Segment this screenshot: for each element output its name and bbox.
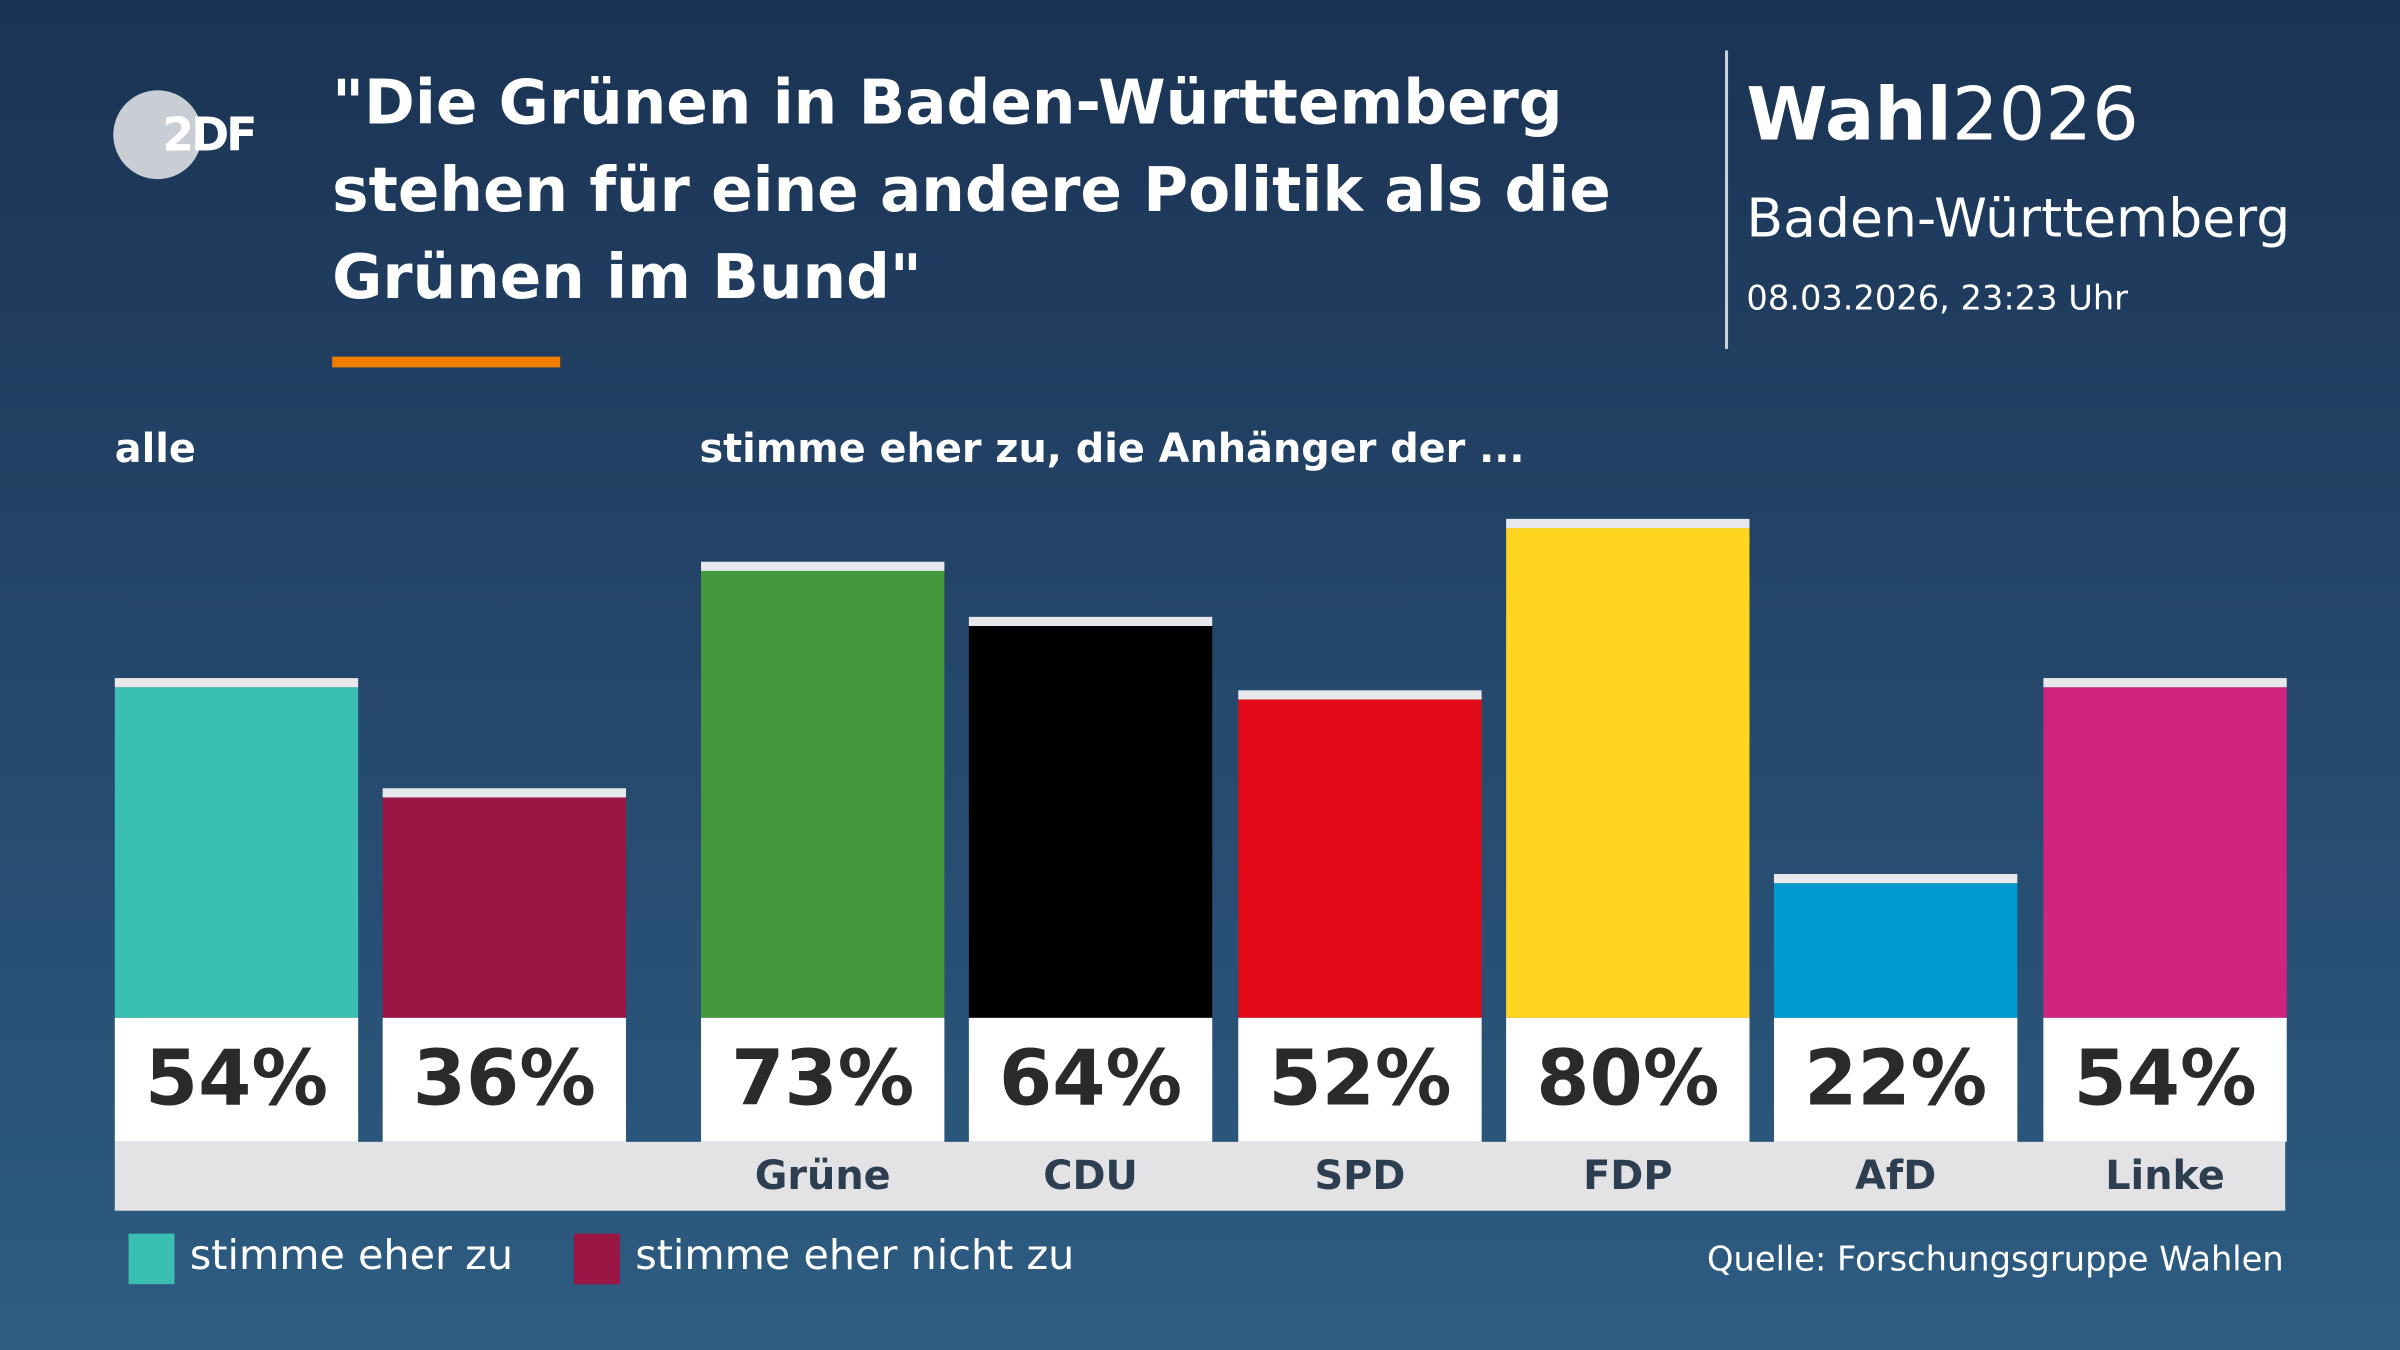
value-box — [1506, 1017, 1750, 1142]
value-box — [701, 1017, 945, 1142]
value-box — [1773, 1017, 2018, 1142]
logo-text: 2DF — [162, 107, 254, 161]
bar-cap — [2043, 678, 2287, 688]
source: Quelle: Forschungsgruppe Wahlen — [1707, 1240, 2284, 1279]
brand-title: Wahl2026 — [1746, 72, 2138, 157]
group-label: stimme eher zu, die Anhänger der ... — [699, 426, 1524, 472]
bar-cap — [114, 678, 359, 688]
brand-word: Wahl — [1746, 72, 1951, 157]
bar-cap — [1238, 690, 1482, 700]
value-label: 80% — [1536, 1035, 1719, 1124]
value-label: 54% — [2073, 1035, 2256, 1124]
legend-label: stimme eher nicht zu — [635, 1231, 1074, 1279]
value-box — [382, 1017, 627, 1142]
brand-region: Baden-Württemberg — [1746, 187, 2290, 250]
bar — [114, 687, 359, 1018]
category-label: AfD — [1855, 1153, 1936, 1199]
bar-cap — [1773, 873, 2018, 884]
group-label: alle — [115, 426, 196, 472]
logo-circle — [113, 90, 203, 180]
value-box — [968, 1017, 1213, 1142]
category-label: FDP — [1583, 1153, 1672, 1199]
bar-cap — [968, 616, 1213, 627]
brand-year: 2026 — [1952, 72, 2139, 157]
bar — [1773, 883, 2018, 1018]
value-box — [2043, 1017, 2287, 1142]
bar-cap — [1506, 518, 1750, 529]
title-line: stehen für eine andere Politik als die — [332, 155, 1611, 226]
value-label: 36% — [413, 1035, 596, 1124]
bar-cap — [382, 788, 627, 798]
title-underline — [332, 356, 561, 368]
category-label: CDU — [1043, 1153, 1138, 1199]
category-band — [114, 1141, 2286, 1211]
value-box — [114, 1017, 359, 1142]
bar — [1506, 528, 1750, 1018]
bar — [382, 797, 627, 1018]
value-box — [1238, 1017, 1482, 1142]
legend-swatch — [128, 1233, 175, 1285]
bar — [701, 570, 945, 1018]
bar-cap — [701, 561, 945, 571]
bar — [2043, 687, 2287, 1018]
category-label: SPD — [1315, 1153, 1406, 1199]
bar — [1238, 699, 1482, 1018]
title-line: "Die Grünen in Baden-Württemberg — [332, 68, 1562, 139]
legend-label: stimme eher zu — [190, 1231, 513, 1279]
category-label: Linke — [2105, 1153, 2225, 1199]
bar — [968, 626, 1213, 1018]
legend-swatch — [573, 1233, 620, 1285]
brand-timestamp: 08.03.2026, 23:23 Uhr — [1746, 279, 2128, 318]
value-label: 54% — [145, 1035, 328, 1124]
category-label: Grüne — [755, 1153, 891, 1199]
value-label: 52% — [1268, 1035, 1451, 1124]
title-line: Grünen im Bund" — [332, 242, 922, 313]
value-label: 64% — [999, 1035, 1182, 1124]
value-label: 22% — [1804, 1035, 1987, 1124]
value-label: 73% — [731, 1035, 914, 1124]
